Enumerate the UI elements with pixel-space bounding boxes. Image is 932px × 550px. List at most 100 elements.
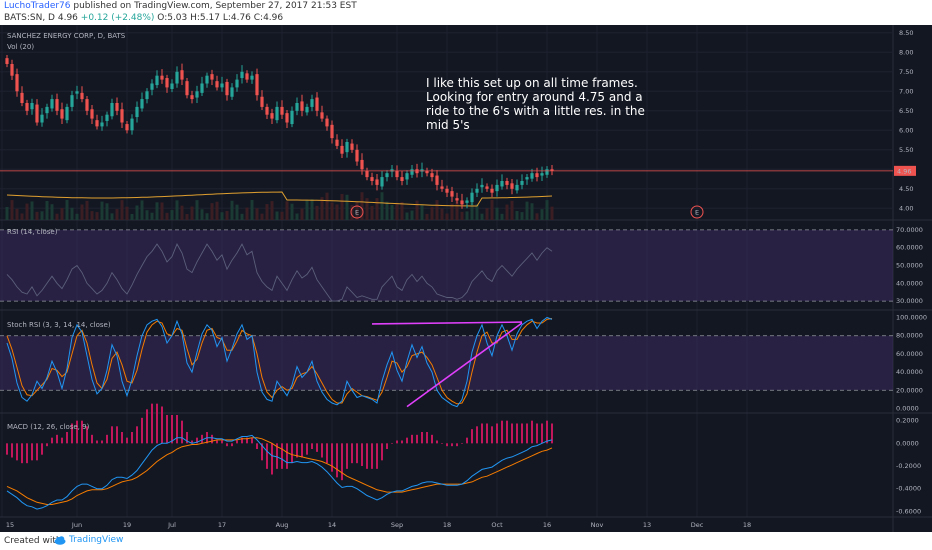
macd-histogram-bar bbox=[246, 437, 248, 444]
candle-body bbox=[540, 173, 544, 176]
volume-bar bbox=[550, 206, 554, 220]
candle-body bbox=[10, 64, 14, 76]
volume-bar bbox=[250, 200, 254, 220]
time-tick-label: Oct bbox=[491, 521, 503, 529]
volume-bar bbox=[315, 205, 319, 220]
volume-bar bbox=[190, 206, 194, 220]
candle-body bbox=[70, 95, 74, 107]
candle-body bbox=[20, 92, 24, 103]
volume-bar bbox=[225, 210, 229, 220]
volume-bar bbox=[50, 204, 54, 220]
candle-body bbox=[300, 101, 304, 111]
time-tick-label: 19 bbox=[123, 521, 131, 529]
macd-histogram-bar bbox=[521, 423, 523, 444]
macd-histogram-bar bbox=[391, 443, 393, 444]
time-tick-label: 17 bbox=[218, 521, 226, 529]
macd-histogram-bar bbox=[101, 440, 103, 444]
time-tick-label: 18 bbox=[443, 521, 451, 529]
volume-bar bbox=[205, 213, 209, 220]
macd-histogram-bar bbox=[61, 437, 63, 444]
volume-bar bbox=[330, 202, 334, 220]
candle-body bbox=[275, 106, 279, 121]
price-tick-label: 6.50 bbox=[899, 107, 913, 115]
volume-bar bbox=[45, 200, 49, 220]
candle-body bbox=[535, 173, 539, 178]
volume-bar bbox=[320, 197, 324, 220]
stoch-d-line bbox=[6, 318, 553, 405]
macd-histogram-bar bbox=[141, 417, 143, 444]
candle-body bbox=[405, 173, 409, 180]
volume-bar bbox=[495, 207, 499, 220]
volume-bar bbox=[370, 205, 374, 220]
rsi-tick-label: 30.0000 bbox=[896, 297, 923, 305]
volume-bar bbox=[125, 206, 129, 220]
volume-bar bbox=[210, 203, 214, 220]
candle-body bbox=[50, 99, 54, 109]
tradingview-logo[interactable]: TradingView bbox=[54, 535, 123, 545]
volume-bar bbox=[255, 208, 259, 220]
macd-histogram-bar bbox=[271, 443, 273, 475]
volume-bar bbox=[325, 192, 329, 220]
macd-histogram-bar bbox=[466, 437, 468, 444]
time-tick-label: Aug bbox=[276, 521, 289, 529]
published-text: published on TradingView.com, September … bbox=[73, 1, 357, 11]
candle-body bbox=[130, 118, 134, 131]
candle-body bbox=[220, 83, 224, 88]
macd-histogram-bar bbox=[216, 440, 218, 444]
candle-body bbox=[90, 109, 94, 119]
time-tick-label: 16 bbox=[543, 521, 551, 529]
volume-bar bbox=[230, 200, 234, 220]
macd-histogram-bar bbox=[406, 437, 408, 444]
macd-histogram-bar bbox=[96, 440, 98, 444]
price-change: +0.12 (+2.48%) bbox=[80, 13, 155, 23]
rsi-band bbox=[0, 229, 893, 302]
volume-bar bbox=[275, 211, 279, 220]
macd-histogram-bar bbox=[81, 420, 83, 444]
macd-histogram-bar bbox=[401, 440, 403, 444]
macd-histogram-bar bbox=[436, 440, 438, 444]
macd-histogram-bar bbox=[411, 434, 413, 444]
volume-bar bbox=[490, 200, 494, 220]
macd-histogram-bar bbox=[6, 443, 8, 455]
candle-body bbox=[325, 118, 329, 127]
candle-body bbox=[465, 200, 469, 203]
candle-body bbox=[75, 91, 79, 94]
macd-histogram-bar bbox=[36, 443, 38, 461]
volume-bar bbox=[385, 201, 389, 220]
macd-histogram-bar bbox=[281, 443, 283, 469]
volume-bar bbox=[110, 213, 114, 220]
author-link[interactable]: LuchoTrader76 bbox=[4, 1, 71, 11]
volume-bar bbox=[200, 209, 204, 220]
time-tick-label: Sep bbox=[391, 521, 403, 529]
volume-bar bbox=[70, 207, 74, 220]
volume-bar bbox=[40, 211, 44, 220]
candle-body bbox=[520, 181, 524, 185]
candle-body bbox=[260, 96, 264, 107]
candle-body bbox=[385, 173, 389, 178]
trading-chart[interactable]: 8.508.007.507.006.506.005.505.004.504.00… bbox=[0, 25, 932, 532]
volume-bar bbox=[30, 201, 34, 220]
stoch-tick-label: 0.0000 bbox=[896, 404, 919, 412]
candle-body bbox=[100, 122, 104, 127]
volume-bar bbox=[115, 209, 119, 220]
macd-histogram-bar bbox=[301, 443, 303, 458]
macd-histogram-bar bbox=[346, 443, 348, 469]
volume-bar bbox=[295, 213, 299, 220]
volume-bar bbox=[185, 213, 189, 220]
rsi-line bbox=[6, 243, 553, 302]
macd-histogram-bar bbox=[41, 443, 43, 455]
macd-histogram-bar bbox=[331, 443, 333, 472]
candle-body bbox=[160, 75, 164, 80]
macd-histogram-bar bbox=[11, 443, 13, 458]
candle-body bbox=[435, 175, 439, 185]
macd-line bbox=[6, 434, 553, 510]
candle-body bbox=[505, 181, 509, 185]
macd-histogram-bar bbox=[316, 443, 318, 452]
macd-tick-label: -0.6000 bbox=[896, 507, 921, 515]
stoch-k-line bbox=[6, 316, 553, 408]
volume-bar bbox=[375, 198, 379, 220]
volume-bar bbox=[445, 213, 449, 220]
candle-body bbox=[65, 106, 69, 121]
last-price-tag bbox=[894, 165, 916, 176]
macd-histogram-bar bbox=[241, 437, 243, 444]
